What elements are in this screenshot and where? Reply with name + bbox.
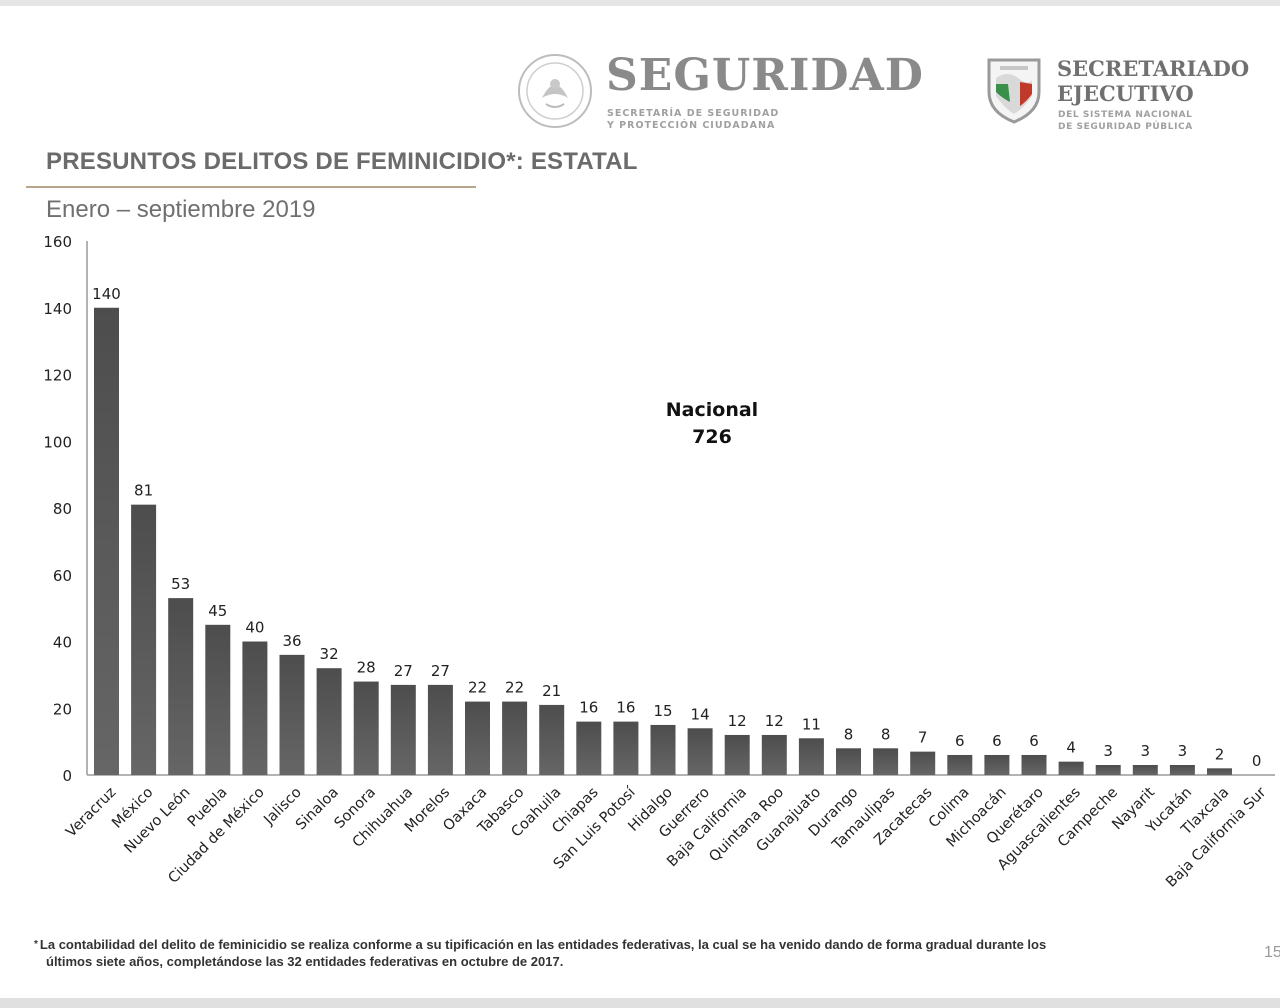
bar <box>1058 761 1084 775</box>
footnote-line2: últimos siete años, completándose las 32… <box>46 954 564 969</box>
bar-value-label: 40 <box>245 619 264 637</box>
bar <box>1021 754 1047 775</box>
chart-subtitle: Enero – septiembre 2019 <box>46 196 316 223</box>
page-number: 15 <box>1264 944 1280 961</box>
category-label: Veracruz <box>63 785 119 841</box>
bar <box>947 754 973 775</box>
bar-value-label: 6 <box>992 732 1002 750</box>
footnote-line1: La contabilidad del delito de feminicidi… <box>39 937 1047 952</box>
bar <box>539 704 565 775</box>
category-label: Nuevo León <box>122 785 194 857</box>
y-tick-label: 0 <box>62 767 72 785</box>
bar-value-label: 8 <box>844 725 854 743</box>
bar <box>1207 768 1232 775</box>
bar <box>242 641 268 775</box>
y-tick-label: 20 <box>53 700 72 718</box>
bar-value-label: 53 <box>171 575 190 593</box>
y-tick-label: 80 <box>53 500 72 518</box>
bar-value-label: 27 <box>394 662 413 680</box>
bar-value-label: 81 <box>134 482 153 500</box>
bar-value-label: 21 <box>542 682 561 700</box>
brand-secretariado-subtitle: DEL SISTEMA NACIONAL DE SEGURIDAD PÚBLIC… <box>1058 110 1193 132</box>
bar <box>1095 764 1121 775</box>
bar-value-label: 3 <box>1141 742 1151 760</box>
brand-seguridad: SEGURIDAD <box>606 50 924 101</box>
bar-value-label: 36 <box>282 632 301 650</box>
sesnsp-shield-icon <box>987 58 1041 124</box>
bar <box>687 728 713 775</box>
y-tick-label: 100 <box>43 433 72 451</box>
national-seal-icon <box>518 54 592 128</box>
bar <box>836 748 861 775</box>
bar-value-label: 28 <box>357 659 376 677</box>
bar <box>316 668 342 775</box>
bar-value-label: 12 <box>728 712 747 730</box>
bars <box>94 307 1232 775</box>
bar-value-label: 8 <box>881 725 891 743</box>
bar <box>353 681 379 775</box>
bar <box>390 684 416 775</box>
bar-value-label: 3 <box>1103 742 1113 760</box>
brand-seguridad-subtitle: SECRETARÍA DE SEGURIDAD Y PROTECCIÓN CIU… <box>607 108 780 131</box>
bar <box>650 724 676 775</box>
bar <box>131 504 157 775</box>
bar <box>873 748 899 775</box>
bar <box>984 754 1010 775</box>
top-border <box>0 0 1280 6</box>
bar-value-label: 16 <box>616 699 635 717</box>
bar-value-label: 27 <box>431 662 450 680</box>
bar-value-label: 11 <box>802 715 821 733</box>
bar <box>1132 764 1158 775</box>
bar-value-label: 16 <box>579 699 598 717</box>
bar <box>205 624 231 775</box>
bar-value-label: 7 <box>918 729 928 747</box>
bar <box>279 654 305 775</box>
chart-title: PRESUNTOS DELITOS DE FEMINICIDIO*: ESTAT… <box>46 148 638 175</box>
title-underline <box>26 186 476 188</box>
bar <box>168 598 194 775</box>
bar <box>798 738 824 775</box>
bar <box>576 721 602 775</box>
bar-value-label: 22 <box>505 679 524 697</box>
y-tick-label: 160 <box>43 233 72 251</box>
bar-value-label: 2 <box>1215 745 1225 763</box>
national-total-value: 726 <box>692 426 732 448</box>
bar <box>1169 764 1195 775</box>
bar-value-label: 0 <box>1252 752 1262 770</box>
bar <box>613 721 639 775</box>
bar-value-label: 4 <box>1066 739 1076 757</box>
bar <box>761 734 787 775</box>
bar-value-label: 140 <box>92 285 121 303</box>
bar <box>94 307 119 775</box>
footnote-marker: * <box>34 939 38 950</box>
y-tick-label: 40 <box>53 634 72 652</box>
y-tick-label: 140 <box>43 300 72 318</box>
bar-value-label: 3 <box>1178 742 1188 760</box>
y-tick-label: 120 <box>43 367 72 385</box>
bar-value-label: 12 <box>765 712 784 730</box>
bar-value-label: 15 <box>653 702 672 720</box>
bar-value-label: 6 <box>955 732 965 750</box>
bar <box>724 734 750 775</box>
bar-value-label: 45 <box>208 602 227 620</box>
bar <box>910 751 936 775</box>
bar-value-label: 22 <box>468 679 487 697</box>
brand-secretariado: SECRETARIADO EJECUTIVO <box>1057 56 1250 106</box>
y-tick-label: 60 <box>53 567 72 585</box>
bottom-border <box>0 998 1280 1008</box>
bar-value-label: 6 <box>1029 732 1039 750</box>
bar-value-label: 14 <box>691 705 710 723</box>
national-total-label: Nacional <box>666 399 758 421</box>
bar <box>465 701 490 775</box>
bar-value-label: 32 <box>320 645 339 663</box>
bar <box>502 701 528 775</box>
bar <box>427 684 453 775</box>
footnote: * La contabilidad del delito de feminicid… <box>34 936 1244 970</box>
